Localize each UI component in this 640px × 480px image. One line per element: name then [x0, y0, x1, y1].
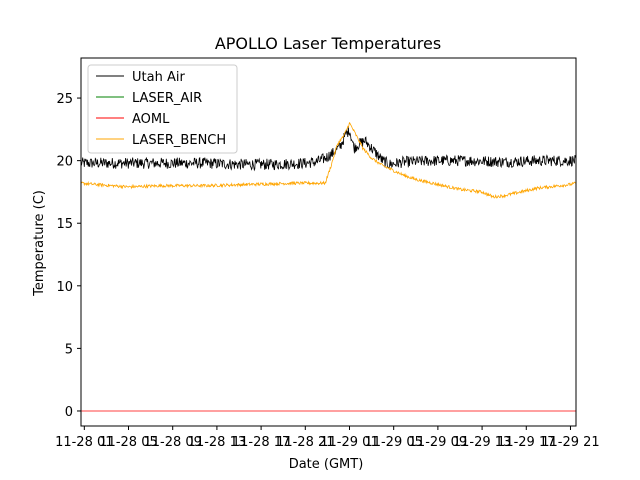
legend-label-aoml: AOML	[132, 112, 170, 127]
y-tick-label: 20	[56, 155, 73, 170]
legend: Utah Air LASER_AIR AOML LASER_BENCH	[87, 64, 238, 154]
x-axis-title: Date (GMT)	[289, 457, 364, 472]
x-tick-label: 11-29 01	[320, 435, 378, 450]
x-tick-label: 11-29 21	[541, 435, 599, 450]
x-tick-label: 11-28 13	[188, 435, 246, 450]
y-tick-label: 5	[65, 342, 73, 357]
x-tick-label: 11-28 21	[276, 435, 334, 450]
legend-box	[87, 64, 238, 154]
legend-label-laser-air: LASER_AIR	[132, 91, 202, 106]
y-tick-label: 25	[56, 92, 73, 107]
y-axis-title: Temperature (C)	[32, 190, 47, 297]
legend-label-utah-air: Utah Air	[132, 70, 185, 85]
series-group	[81, 121, 576, 412]
x-tick-label: 11-28 01	[55, 435, 113, 450]
x-tick-label: 11-29 13	[453, 435, 511, 450]
x-tick-label: 11-28 05	[99, 435, 157, 450]
series-line-utah-air	[81, 126, 576, 172]
y-tick-label: 10	[56, 280, 73, 295]
x-tick-label: 11-29 17	[497, 435, 555, 450]
axes-frame	[80, 57, 577, 427]
x-tick-label: 11-29 09	[409, 435, 467, 450]
x-tick-label: 11-28 17	[232, 435, 290, 450]
x-tick-label: 11-28 09	[143, 435, 201, 450]
plot-area	[81, 121, 576, 412]
y-tick-label: 0	[65, 405, 73, 420]
y-tick-label: 15	[56, 217, 73, 232]
series-line-laser-bench	[81, 121, 576, 199]
chart-title: APOLLO Laser Temperatures	[215, 34, 441, 53]
legend-label-laser-bench: LASER_BENCH	[132, 133, 226, 148]
x-tick-label: 11-29 05	[364, 435, 422, 450]
